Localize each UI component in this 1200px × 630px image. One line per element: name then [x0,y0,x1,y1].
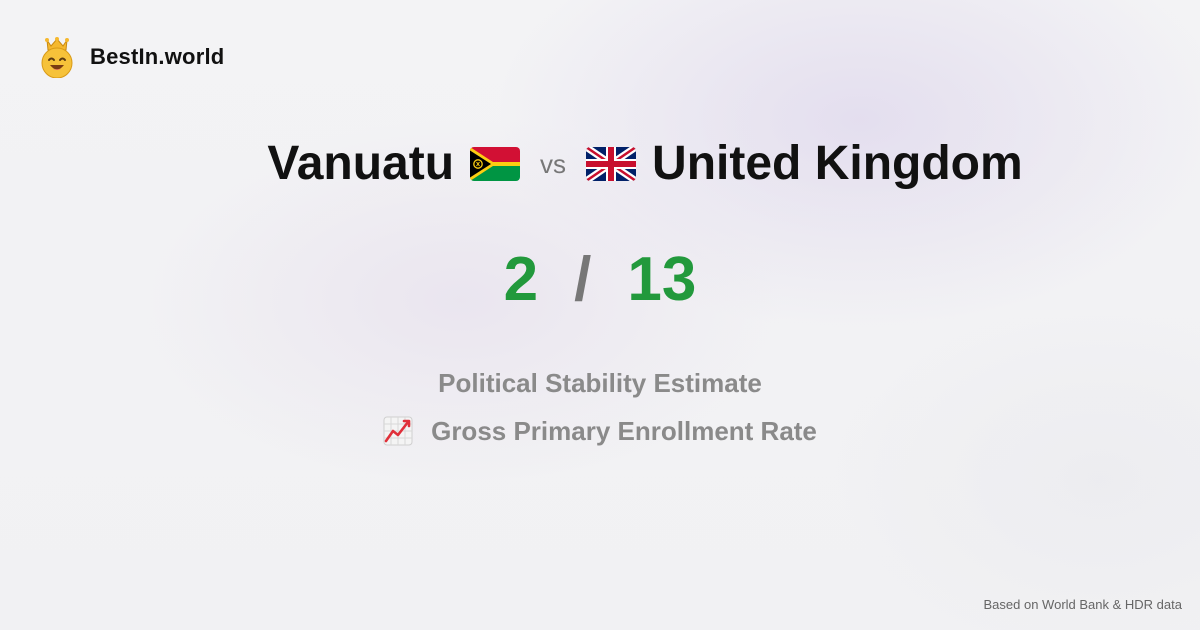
left-score: 2 [503,245,539,314]
metric-label: Gross Primary Enrollment Rate [431,416,817,446]
score-divider: / [574,245,592,314]
score-display: 2 / 13 [0,244,1200,316]
vanuatu-flag-icon [470,147,521,181]
data-source-note: Based on World Bank & HDR data [983,597,1182,612]
metric-gross-primary-enrollment: Gross Primary Enrollment Rate [0,414,1200,448]
uk-flag-icon [586,147,637,181]
site-logo[interactable]: BestIn.world [38,36,224,78]
crown-smiley-icon [41,37,73,78]
brand-name: BestIn.world [90,44,225,69]
versus-label: vs [540,148,567,179]
right-score: 13 [627,245,697,314]
metric-political-stability: Political Stability Estimate [0,366,1200,400]
right-country-name: United Kingdom [652,137,1023,190]
metric-label: Political Stability Estimate [438,368,762,398]
comparison-title: Vanuatu vs United Kingdom [0,134,1200,194]
chart-increasing-icon [383,416,413,446]
left-country-name: Vanuatu [267,137,455,190]
